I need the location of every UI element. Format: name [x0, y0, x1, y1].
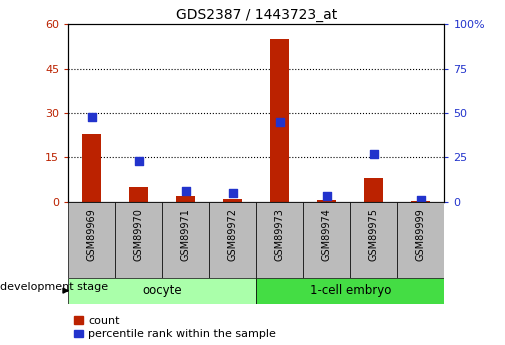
Point — [276, 119, 284, 125]
Point — [417, 197, 425, 203]
Point — [370, 151, 378, 157]
Text: GSM89974: GSM89974 — [322, 208, 332, 261]
Bar — [82, 134, 101, 202]
Text: 1-cell embryo: 1-cell embryo — [310, 284, 391, 297]
Bar — [162, 202, 209, 278]
Bar — [68, 278, 257, 304]
Bar — [304, 202, 350, 278]
Bar — [129, 187, 148, 202]
Bar — [223, 199, 242, 202]
Bar — [115, 202, 162, 278]
Bar — [318, 200, 336, 202]
Bar — [257, 278, 444, 304]
Point — [88, 114, 96, 119]
Bar — [350, 202, 397, 278]
Bar — [412, 201, 430, 202]
Text: GSM89971: GSM89971 — [181, 208, 191, 261]
Text: GSM89970: GSM89970 — [134, 208, 144, 261]
Point — [182, 188, 190, 194]
Text: GSM89975: GSM89975 — [369, 208, 379, 261]
Text: GSM89972: GSM89972 — [228, 208, 238, 261]
Bar — [270, 39, 289, 202]
Text: development stage: development stage — [0, 282, 108, 292]
Bar — [365, 178, 383, 202]
Bar — [257, 202, 304, 278]
Bar — [209, 202, 257, 278]
Point — [135, 158, 143, 164]
Text: GSM89973: GSM89973 — [275, 208, 285, 261]
Bar — [176, 196, 195, 202]
Bar — [397, 202, 444, 278]
Title: GDS2387 / 1443723_at: GDS2387 / 1443723_at — [176, 8, 337, 22]
Legend: count, percentile rank within the sample: count, percentile rank within the sample — [74, 316, 276, 339]
Text: GSM89999: GSM89999 — [416, 208, 426, 260]
Bar — [68, 202, 115, 278]
Text: GSM89969: GSM89969 — [87, 208, 96, 260]
Text: oocyte: oocyte — [142, 284, 182, 297]
Point — [323, 194, 331, 199]
Point — [229, 190, 237, 196]
